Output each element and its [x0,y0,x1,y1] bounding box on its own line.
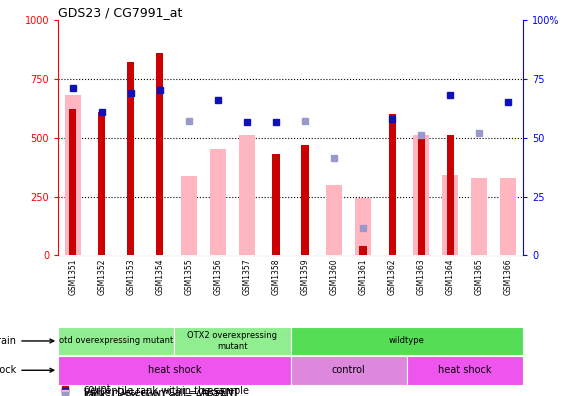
Bar [413,135,429,255]
Bar [442,175,458,255]
Bar [290,356,407,385]
Text: shock: shock [0,365,54,375]
Text: otd overexpressing mutant: otd overexpressing mutant [59,337,173,345]
Bar [64,95,81,255]
Bar [272,154,279,255]
Bar [174,327,290,355]
Bar [355,198,371,255]
Bar [360,246,367,255]
Bar [181,177,197,255]
Bar [418,135,425,255]
Bar [290,327,523,355]
Bar [239,135,255,255]
Bar [447,135,454,255]
Text: rank, Detection Call = ABSENT: rank, Detection Call = ABSENT [84,390,234,396]
Text: strain: strain [0,336,54,346]
Bar [302,145,309,255]
Bar [471,178,487,255]
Bar [127,62,134,255]
Bar [326,185,342,255]
Bar [500,178,517,255]
Text: heat shock: heat shock [438,365,492,375]
Text: value, Detection Call = ABSENT: value, Detection Call = ABSENT [84,388,239,396]
Bar [210,149,226,255]
Bar [389,114,396,255]
Text: count: count [84,385,112,394]
Bar [407,356,523,385]
Text: OTX2 overexpressing
mutant: OTX2 overexpressing mutant [188,331,277,350]
Text: percentile rank within the sample: percentile rank within the sample [84,386,249,396]
Text: control: control [332,365,365,375]
Bar [98,112,105,255]
Text: GDS23 / CG7991_at: GDS23 / CG7991_at [58,6,182,19]
Text: wildtype: wildtype [389,337,425,345]
Text: heat shock: heat shock [148,365,201,375]
Bar [58,356,290,385]
Bar [69,109,76,255]
Bar [58,327,174,355]
Bar [156,53,163,255]
